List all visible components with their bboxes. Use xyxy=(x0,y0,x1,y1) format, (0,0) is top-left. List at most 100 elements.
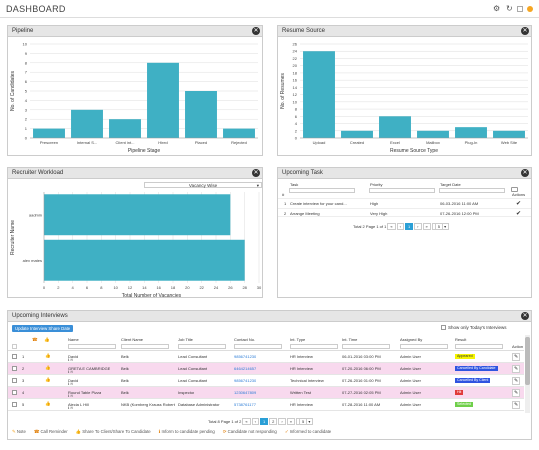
vacancy-select[interactable]: Vacancy Wise ▾ xyxy=(144,182,262,188)
cell-name[interactable]: GRETA E CAMBRIDGE xyxy=(68,366,111,371)
interviews-title: Upcoming Interviews xyxy=(12,313,68,319)
table-row[interactable]: 3 David Belk Lead Consultant 9856741230 Techn… xyxy=(8,375,524,387)
settings-icon[interactable]: ⚙ xyxy=(493,4,501,13)
col-header[interactable]: Job Title xyxy=(178,337,193,342)
close-icon[interactable]: ✕ xyxy=(521,312,529,320)
action-icon[interactable]: ✎ xyxy=(512,377,521,385)
row-checkbox[interactable] xyxy=(12,402,17,407)
page-button[interactable]: 1 xyxy=(404,223,414,230)
col-header[interactable]: Assigned By xyxy=(400,337,423,342)
row-checkbox[interactable] xyxy=(12,378,17,383)
update-interview-button[interactable]: Update Interview Share Date xyxy=(12,325,74,332)
refresh-icon[interactable]: ↻ xyxy=(506,4,513,13)
info-icon[interactable]: ℹ ✉ xyxy=(68,394,74,398)
scrollbar[interactable] xyxy=(525,335,530,413)
table-row[interactable]: 2 GRETA E CAMBRIDGE Belk Lead Consultant 646… xyxy=(8,363,524,375)
first-page-button[interactable]: « xyxy=(242,418,251,425)
page-size-select[interactable]: 5 ▾ xyxy=(295,418,314,425)
thumbs-up-icon[interactable]: 👍 xyxy=(45,377,51,382)
cell-name[interactable]: Round Table Pizza xyxy=(68,390,102,395)
last-page-button[interactable]: » xyxy=(286,418,295,425)
cell-contact[interactable]: 9856741230 xyxy=(234,354,257,359)
thumbs-up-icon[interactable]: 👍 xyxy=(45,365,51,370)
type-filter[interactable] xyxy=(290,344,338,349)
checkbox[interactable] xyxy=(12,344,17,349)
table-row[interactable]: 1 David Belk Lead Consultant 9856741230 HR In… xyxy=(8,351,524,363)
name-filter[interactable] xyxy=(68,344,116,349)
x-tick-label: 0 xyxy=(43,285,46,290)
task-filter[interactable] xyxy=(289,188,355,193)
y-tick-label: aadmin xyxy=(29,212,42,217)
scrollbar-thumb[interactable] xyxy=(525,337,530,385)
task-row[interactable]: 1 Create interview for your cand... High… xyxy=(278,198,531,207)
close-icon[interactable]: ✕ xyxy=(252,169,260,177)
window-icon[interactable] xyxy=(517,6,523,12)
date-filter[interactable] xyxy=(439,188,505,193)
col-header[interactable]: Result xyxy=(455,337,467,342)
cell-name[interactable]: David xyxy=(68,354,79,359)
last-page-button[interactable]: » xyxy=(422,223,431,230)
page-button[interactable]: 2 xyxy=(269,418,278,425)
row-checkbox[interactable] xyxy=(12,354,17,359)
checkbox[interactable] xyxy=(441,325,446,330)
cell-contact[interactable]: 9856741230 xyxy=(234,378,257,383)
task-row[interactable]: 2 Arrange Meeting Very High 07-26-2016 1… xyxy=(278,208,531,217)
action-icon[interactable]: ✎ xyxy=(512,389,521,397)
thumbs-up-icon[interactable]: 👍 xyxy=(45,353,51,358)
today-filter[interactable]: Show only Today's Interviews xyxy=(441,325,507,330)
job-filter[interactable] xyxy=(178,344,226,349)
close-icon[interactable]: ✕ xyxy=(521,169,529,177)
pipeline-panel: Pipeline ✕ 0 1 2 3 4 5 6 7 8 9 10 Prescreen Internal … xyxy=(7,25,263,156)
cell-by: Admin User xyxy=(400,390,421,395)
client-filter[interactable] xyxy=(121,344,169,349)
task-priority: High xyxy=(370,201,379,206)
info-icon[interactable]: ℹ ✉ xyxy=(68,358,74,362)
info-icon[interactable]: ℹ ✉ xyxy=(68,370,74,374)
legend-share: 👍 Share To Client/Share To Candidate xyxy=(76,429,151,435)
table-row[interactable]: 4 Round Table Pizza Belk Inspector 123064780… xyxy=(8,387,524,399)
prev-page-button[interactable]: ‹ xyxy=(396,223,404,230)
col-header[interactable]: Client Name xyxy=(121,337,144,342)
info-icon[interactable]: ℹ ✉ xyxy=(68,382,74,386)
row-checkbox[interactable] xyxy=(12,390,17,395)
col-header[interactable]: Int. Type xyxy=(290,337,306,342)
action-icon[interactable]: ✎ xyxy=(512,401,521,409)
y-tick-label: 14 xyxy=(293,85,298,90)
first-page-button[interactable]: « xyxy=(387,223,396,230)
thumbs-up-icon[interactable]: 👍 xyxy=(45,401,51,406)
next-page-button[interactable]: › xyxy=(278,418,286,425)
bar xyxy=(223,128,255,138)
close-icon[interactable]: ✕ xyxy=(521,27,529,35)
by-filter[interactable] xyxy=(400,344,448,349)
col-header[interactable]: Int. Time xyxy=(342,337,358,342)
time-filter[interactable] xyxy=(342,344,390,349)
col-header[interactable]: Contact No. xyxy=(234,337,256,342)
filter-icon[interactable] xyxy=(511,187,518,192)
check-icon[interactable]: ✔ xyxy=(516,211,522,217)
page-button[interactable]: 1 xyxy=(259,418,269,425)
cell-contact[interactable]: 5738761177 xyxy=(234,402,256,407)
bar xyxy=(493,130,525,138)
x-tick-label: 4 xyxy=(72,285,75,290)
cell-contact[interactable]: 6464214657 xyxy=(234,366,257,371)
cell-name[interactable]: Alecia L Hill xyxy=(68,402,89,407)
action-icon[interactable]: ✎ xyxy=(512,353,521,361)
col-header[interactable]: Name xyxy=(68,337,79,342)
info-icon[interactable]: ℹ ✉ xyxy=(68,406,74,410)
check-icon[interactable]: ✔ xyxy=(516,201,522,207)
close-icon[interactable]: ✕ xyxy=(252,27,260,35)
cell-name[interactable]: David xyxy=(68,378,79,383)
y-axis-label: No. of Candidates xyxy=(10,70,16,111)
action-icon[interactable]: ✎ xyxy=(512,365,521,373)
cell-contact[interactable]: 1230647809 xyxy=(234,390,257,395)
table-row[interactable]: 5 Alecia L Hill NKB (Kornberg Krauss Rober… xyxy=(8,399,524,411)
result-filter[interactable] xyxy=(455,344,503,349)
prev-page-button[interactable]: ‹ xyxy=(251,418,259,425)
contact-filter[interactable] xyxy=(234,344,282,349)
cell-client: Belk xyxy=(121,366,129,371)
status-dot-icon[interactable] xyxy=(527,6,533,12)
next-page-button[interactable]: › xyxy=(414,223,422,230)
priority-filter[interactable] xyxy=(369,188,435,193)
page-size-select[interactable]: 5 ▾ xyxy=(431,223,450,230)
row-checkbox[interactable] xyxy=(12,366,17,371)
